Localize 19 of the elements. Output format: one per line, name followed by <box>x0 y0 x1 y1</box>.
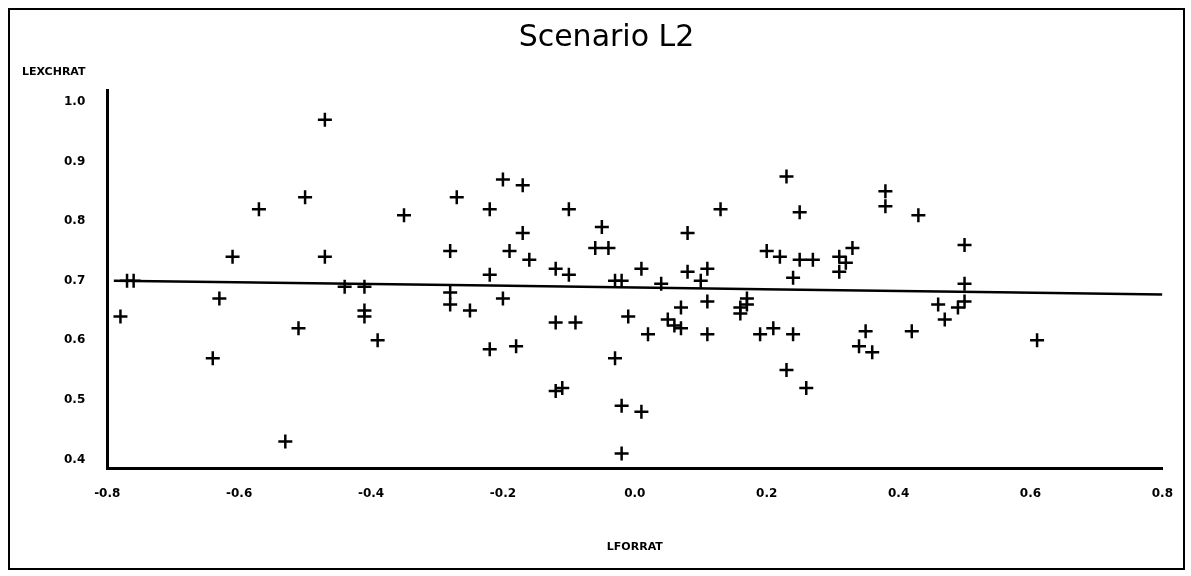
y-axis-title: LEXCHRAT <box>22 65 87 79</box>
chart-title: Scenario L2 <box>518 17 695 53</box>
y-tick-label: 0.5 <box>63 392 86 406</box>
y-tick-label: 1.0 <box>63 94 86 109</box>
x-tick-label: 0.6 <box>1019 485 1042 500</box>
y-tick-label: 0.7 <box>63 272 86 287</box>
y-tick-label: 0.6 <box>63 332 86 347</box>
y-tick-label: 0.4 <box>63 451 86 466</box>
y-tick-label: 0.8 <box>63 213 86 228</box>
x-tick-label: -0.8 <box>94 485 121 500</box>
x-tick-label: 0.8 <box>1151 485 1173 500</box>
x-axis-title: LFORRAT <box>606 540 664 554</box>
x-tick-label: 0.4 <box>887 485 910 500</box>
x-tick-label: -0.6 <box>226 485 253 500</box>
y-tick-label: 0.9 <box>63 153 86 168</box>
x-tick-label: 0.2 <box>756 485 778 500</box>
x-tick-label: -0.4 <box>357 485 385 500</box>
x-tick-label: -0.2 <box>489 485 517 500</box>
x-tick-label: 0.0 <box>624 485 646 500</box>
